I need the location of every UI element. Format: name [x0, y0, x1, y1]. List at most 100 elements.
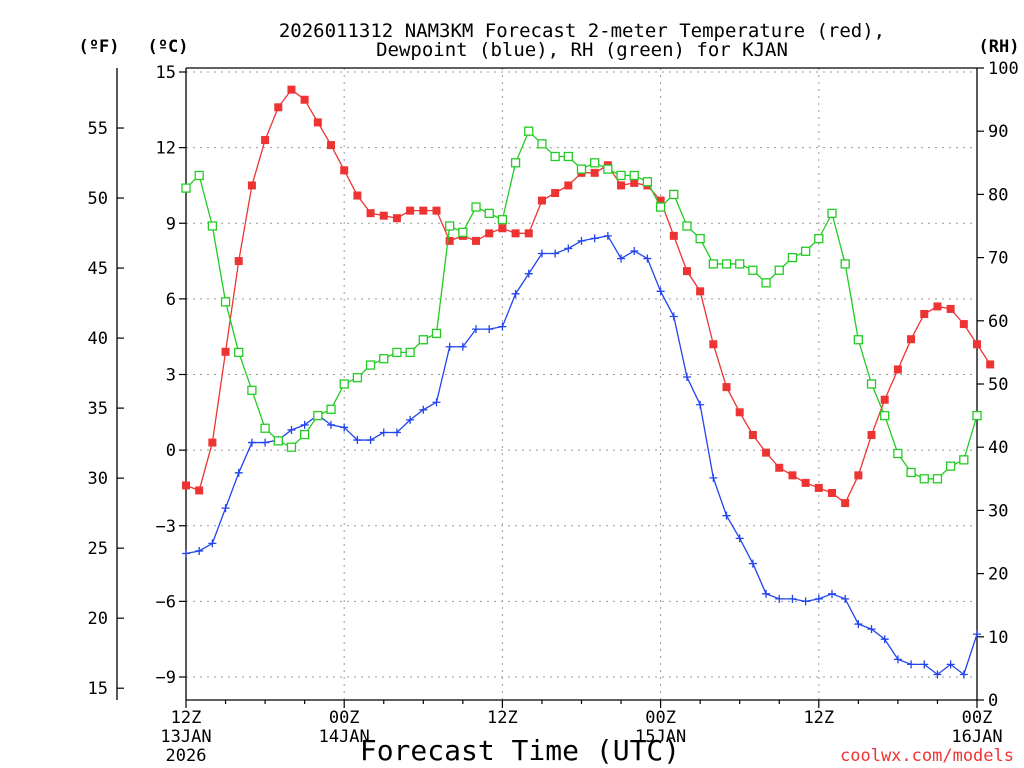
series-layer [181, 85, 995, 679]
data-point [945, 461, 956, 471]
data-point [247, 438, 256, 447]
data-point [551, 189, 560, 197]
data-point [484, 208, 494, 219]
data-point [853, 335, 863, 345]
data-point [854, 471, 863, 480]
data-point [814, 483, 823, 492]
data-point [419, 206, 428, 215]
data-point [827, 208, 837, 219]
data-point [247, 385, 257, 395]
data-point [432, 398, 441, 407]
data-point [986, 360, 995, 369]
data-point [827, 488, 836, 497]
data-point [208, 438, 217, 447]
data-point [788, 594, 797, 603]
data-point [366, 436, 375, 445]
data-point [379, 428, 388, 437]
rh-tick-label: 40 [988, 438, 1008, 458]
data-point [458, 227, 468, 237]
data-point [866, 379, 877, 389]
data-point [709, 340, 718, 349]
data-point [498, 224, 507, 233]
data-point [656, 196, 665, 205]
data-point [801, 597, 810, 606]
data-point [682, 373, 691, 382]
data-point [814, 233, 824, 244]
time-tick-label: 00Z [329, 708, 360, 728]
celsius-axis: 15 12 9 6 3 0 −3 −6 −9 [156, 63, 186, 688]
data-point [498, 322, 507, 331]
series-dewpoint [182, 231, 981, 679]
data-point [300, 420, 309, 429]
data-point [234, 257, 243, 266]
data-point [590, 168, 599, 177]
time-tick-label: 2026 [166, 746, 207, 766]
fahrenheit-tick-label: 45 [88, 259, 108, 279]
data-point [352, 373, 363, 383]
time-tick-label: 12Z [171, 708, 202, 728]
fahrenheit-tick-label: 20 [88, 609, 108, 629]
data-point [576, 164, 587, 174]
data-point [287, 85, 296, 94]
celsius-tick-label: −6 [156, 592, 176, 612]
data-point [893, 448, 903, 459]
data-point [485, 325, 494, 334]
data-point [590, 158, 600, 168]
data-point [234, 468, 243, 477]
data-point [972, 410, 982, 421]
data-point [748, 265, 758, 275]
data-point [286, 442, 297, 452]
data-point [800, 246, 811, 256]
data-point [616, 170, 626, 181]
data-point [682, 267, 691, 276]
time-tick-label: 12Z [803, 708, 834, 728]
data-point [564, 181, 573, 190]
data-point [880, 395, 889, 404]
data-point [801, 478, 810, 487]
data-point [181, 183, 191, 193]
data-point [313, 410, 323, 421]
data-point [537, 249, 546, 258]
time-tick-label: 12Z [487, 708, 518, 728]
data-point [261, 136, 270, 145]
fahrenheit-axis: 55 50 45 40 35 30 25 20 15 [88, 119, 124, 699]
time-tick-label: 13JAN [160, 727, 211, 747]
rh-tick-label: 90 [988, 122, 1008, 142]
data-point [273, 436, 283, 446]
data-point [761, 278, 771, 288]
data-point [182, 549, 190, 558]
celsius-tick-label: −9 [156, 668, 176, 688]
data-point [445, 342, 454, 351]
data-point [458, 342, 467, 351]
data-point [445, 236, 454, 245]
data-point [722, 383, 731, 392]
rh-tick-label: 0 [988, 691, 998, 711]
data-point [762, 448, 771, 457]
data-point [880, 410, 890, 421]
chart-title-line-1: 2026011312 NAM3KM Forecast 2-meter Tempe… [279, 20, 885, 42]
fahrenheit-tick-label: 25 [88, 539, 108, 559]
data-point [551, 249, 560, 258]
data-point [392, 428, 401, 437]
data-point [339, 379, 349, 389]
data-point [327, 420, 336, 429]
data-point [287, 425, 296, 434]
fahrenheit-tick-label: 35 [88, 399, 108, 419]
data-point [563, 151, 573, 162]
data-point [405, 347, 415, 358]
data-point [762, 589, 771, 598]
fahrenheit-tick-label: 15 [88, 679, 108, 699]
data-point [379, 354, 389, 364]
data-point [418, 335, 428, 345]
data-point [735, 408, 744, 417]
celsius-tick-label: 12 [156, 139, 176, 159]
celsius-tick-label: 9 [166, 214, 176, 234]
data-point [827, 589, 836, 598]
data-point [326, 404, 336, 414]
data-point [195, 486, 204, 495]
data-point [497, 215, 508, 225]
data-point [959, 320, 968, 329]
celsius-tick-label: −3 [156, 517, 176, 537]
data-point [708, 259, 718, 269]
